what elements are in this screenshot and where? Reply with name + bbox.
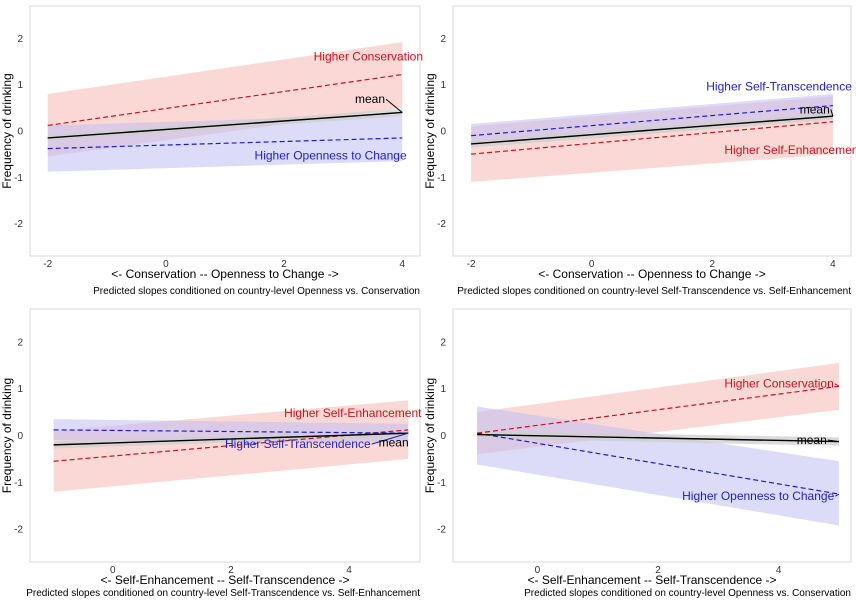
y-tick-label: 0 [440,127,446,138]
x-axis-label: <- Conservation -- Openness to Change -> [111,267,338,281]
y-tick-label: -2 [14,219,23,230]
panel-3: Higher Self-Enhancement Higher Self-Trans… [0,308,422,599]
annotation-label: mean [355,92,385,106]
series-line-blue [47,137,403,150]
panel-caption: Predicted slopes conditioned on country-… [524,588,851,599]
annotation-label: mean [797,433,827,447]
plot-frame [452,5,852,257]
confidence-band-blue [471,93,833,145]
panel-caption: Predicted slopes conditioned on country-… [26,588,420,599]
plot-frame [452,308,852,563]
y-tick-label: 1 [440,80,446,91]
y-tick-label: -1 [437,173,446,184]
x-tick-label: 4 [776,565,782,576]
y-axis-label: Frequency of drinking [423,73,437,188]
series-line-mean [471,115,833,145]
annotation-leader [835,493,840,497]
y-axis-label: Frequency of drinking [0,378,14,493]
annotation-label: Higher Openness to Change [682,489,834,503]
annotation-leader [827,439,840,443]
annotation-label: Higher Openness to Change [255,149,407,163]
series-line-mean [47,111,403,139]
annotation-label: Higher Conservation [314,50,423,64]
annotation-leader [385,98,403,113]
series-line-mean [53,432,409,446]
x-tick-label: 2 [655,565,661,576]
x-tick-label: 2 [228,565,234,576]
x-tick-label: -2 [467,259,476,270]
y-tick-label: -1 [14,478,23,489]
x-tick-label: -2 [43,259,52,270]
plot-frame [29,5,421,257]
annotation-leader [830,109,834,117]
y-tick-label: 2 [17,34,23,45]
panel-2: Higher Self-Transcendence mean Higher Self… [423,5,856,297]
x-tick-label: 2 [710,259,716,270]
y-tick-label: 1 [17,384,23,395]
y-tick-label: -1 [437,478,446,489]
x-tick-label: 0 [535,565,541,576]
panel-4: Higher Conservation mean Higher Openness t… [423,308,852,599]
x-axis-label: <- Conservation -- Openness to Change -> [538,267,765,281]
annotation-label: Higher Self-Transcendence [706,79,852,93]
annotation-label: Higher Self-Enhancement [284,406,422,420]
annotation-leader [834,383,840,387]
y-tick-label: 0 [17,127,23,138]
x-tick-label: 0 [589,259,595,270]
x-axis-label: <- Self-Enhancement -- Self-Transcendenc… [527,573,776,587]
series-line-blue [477,432,840,495]
annotation-label: mean [379,435,409,449]
panel-caption: Predicted slopes conditioned on country-… [93,286,420,297]
y-tick-label: 0 [17,431,23,442]
x-axis-label: <- Self-Enhancement -- Self-Transcendenc… [100,573,349,587]
x-tick-label: 0 [110,565,116,576]
series-line-blue [53,429,409,434]
y-tick-label: -2 [14,525,23,536]
series-line-red [471,121,833,155]
y-tick-label: -1 [14,173,23,184]
series-line-red [47,73,403,127]
y-axis-label: Frequency of drinking [0,73,14,188]
x-tick-label: 0 [163,259,169,270]
annotation-label: mean [800,102,830,116]
y-axis-label: Frequency of drinking [423,378,437,493]
panel-1: Higher Conservation mean Higher Openness t… [0,5,423,297]
y-tick-label: 2 [440,34,446,45]
annotation-label: Higher Self-Transcendence [225,437,371,451]
annotation-leader [371,432,409,445]
series-line-red [477,385,840,434]
y-tick-label: 0 [440,431,446,442]
y-tick-label: 1 [440,384,446,395]
x-tick-label: 4 [399,259,405,270]
series-line-blue [471,104,833,137]
x-tick-label: 4 [830,259,836,270]
y-tick-label: -2 [437,219,446,230]
y-tick-label: 2 [440,337,446,348]
x-tick-label: 2 [281,259,287,270]
y-tick-label: -2 [437,525,446,536]
plot-frame [29,308,421,563]
series-line-mean [477,433,839,443]
y-tick-label: 2 [17,337,23,348]
annotation-label: Higher Conservation [724,377,833,391]
y-tick-label: 1 [17,80,23,91]
panel-caption: Predicted slopes conditioned on country-… [457,286,851,297]
x-tick-label: 4 [346,565,352,576]
annotation-label: Higher Self-Enhancement [724,143,856,157]
